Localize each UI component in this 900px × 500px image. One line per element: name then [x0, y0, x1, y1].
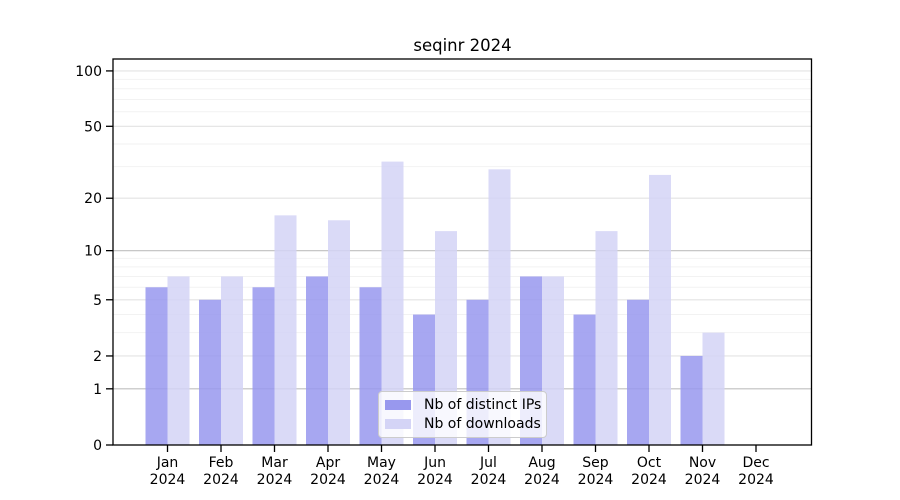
bar-distinct-ips-mar: [252, 287, 275, 445]
bar-downloads-sep: [595, 231, 618, 445]
bar-distinct-ips-oct: [627, 299, 649, 445]
legend-item-distinct-ips: Nb of distinct IPs: [385, 397, 541, 413]
x-tick-label-month-sep: Sep: [582, 455, 609, 471]
x-tick-label-year-may: 2024: [364, 472, 400, 488]
bar-downloads-aug: [542, 276, 564, 445]
x-tick-label-year-nov: 2024: [685, 472, 721, 488]
y-tick-label-1: 1: [93, 382, 102, 398]
bar-downloads-mar: [274, 215, 297, 445]
legend-item-downloads: Nb of downloads: [385, 416, 541, 432]
y-tick-label-0: 0: [93, 438, 102, 454]
x-tick-label-year-apr: 2024: [310, 472, 346, 488]
bar-downloads-oct: [649, 174, 671, 445]
bar-downloads-nov: [702, 332, 725, 445]
x-tick-label-month-jun: Jun: [423, 455, 446, 471]
bar-downloads-feb: [221, 276, 243, 445]
bar-distinct-ips-apr: [306, 276, 328, 445]
bar-downloads-jan: [167, 276, 190, 445]
x-tick-label-month-may: May: [367, 455, 396, 471]
bar-downloads-may: [381, 161, 404, 445]
x-tick-label-year-oct: 2024: [631, 472, 667, 488]
x-tick-label-month-jan: Jan: [156, 455, 179, 471]
bar-distinct-ips-sep: [573, 314, 596, 445]
x-tick-label-year-dec: 2024: [738, 472, 774, 488]
legend-label-downloads: Nb of downloads: [424, 416, 541, 432]
bar-downloads-apr: [328, 220, 350, 445]
y-tick-label-10: 10: [84, 244, 102, 260]
chart-title: seqinr 2024: [413, 36, 512, 55]
x-tick-label-year-mar: 2024: [257, 472, 293, 488]
x-tick-label-month-oct: Oct: [637, 455, 662, 471]
x-tick-label-month-mar: Mar: [261, 455, 288, 471]
bar-distinct-ips-jan: [145, 287, 168, 445]
x-tick-label-year-sep: 2024: [578, 472, 614, 488]
plot-frame: [112, 58, 813, 446]
y-tick-label-20: 20: [84, 191, 102, 207]
y-tick-label-50: 50: [84, 119, 102, 135]
x-tick-label-year-feb: 2024: [203, 472, 239, 488]
legend-label-distinct-ips: Nb of distinct IPs: [424, 397, 542, 413]
bar-distinct-ips-nov: [680, 355, 703, 445]
bar-downloads-jul: [488, 169, 511, 446]
y-tick-label-2: 2: [93, 349, 102, 365]
x-tick-label-month-aug: Aug: [528, 455, 555, 471]
y-tick-label-5: 5: [93, 293, 102, 309]
x-tick-label-year-aug: 2024: [524, 472, 560, 488]
bar-distinct-ips-may: [359, 287, 382, 445]
x-tick-label-month-apr: Apr: [316, 455, 340, 471]
x-tick-label-month-feb: Feb: [209, 455, 234, 471]
legend-swatch-downloads: [385, 419, 411, 429]
x-tick-label-year-jun: 2024: [417, 472, 453, 488]
y-tick-label-100: 100: [75, 64, 102, 80]
x-tick-label-month-jul: Jul: [479, 455, 497, 471]
x-tick-label-month-dec: Dec: [742, 455, 769, 471]
bar-distinct-ips-feb: [199, 299, 221, 445]
legend-swatch-distinct-ips: [385, 400, 411, 410]
chart-legend: Nb of distinct IPs Nb of downloads: [378, 391, 547, 438]
x-tick-label-year-jan: 2024: [150, 472, 186, 488]
x-tick-label-month-nov: Nov: [689, 455, 716, 471]
x-tick-label-year-jul: 2024: [471, 472, 507, 488]
